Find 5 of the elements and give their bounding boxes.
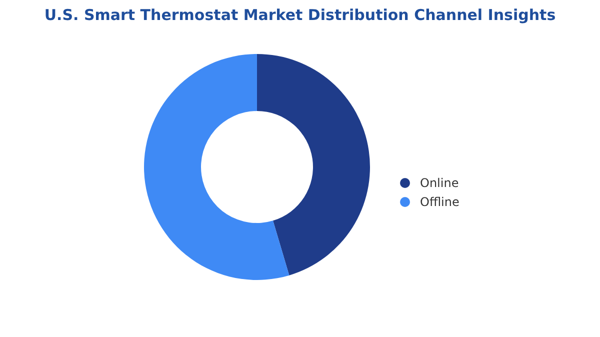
legend-label: Offline bbox=[420, 195, 460, 209]
legend-label: Online bbox=[420, 176, 459, 190]
donut-slice bbox=[257, 54, 370, 276]
chart-title: U.S. Smart Thermostat Market Distribution Channel Insights bbox=[43, 6, 557, 24]
donut-slice bbox=[144, 54, 290, 280]
